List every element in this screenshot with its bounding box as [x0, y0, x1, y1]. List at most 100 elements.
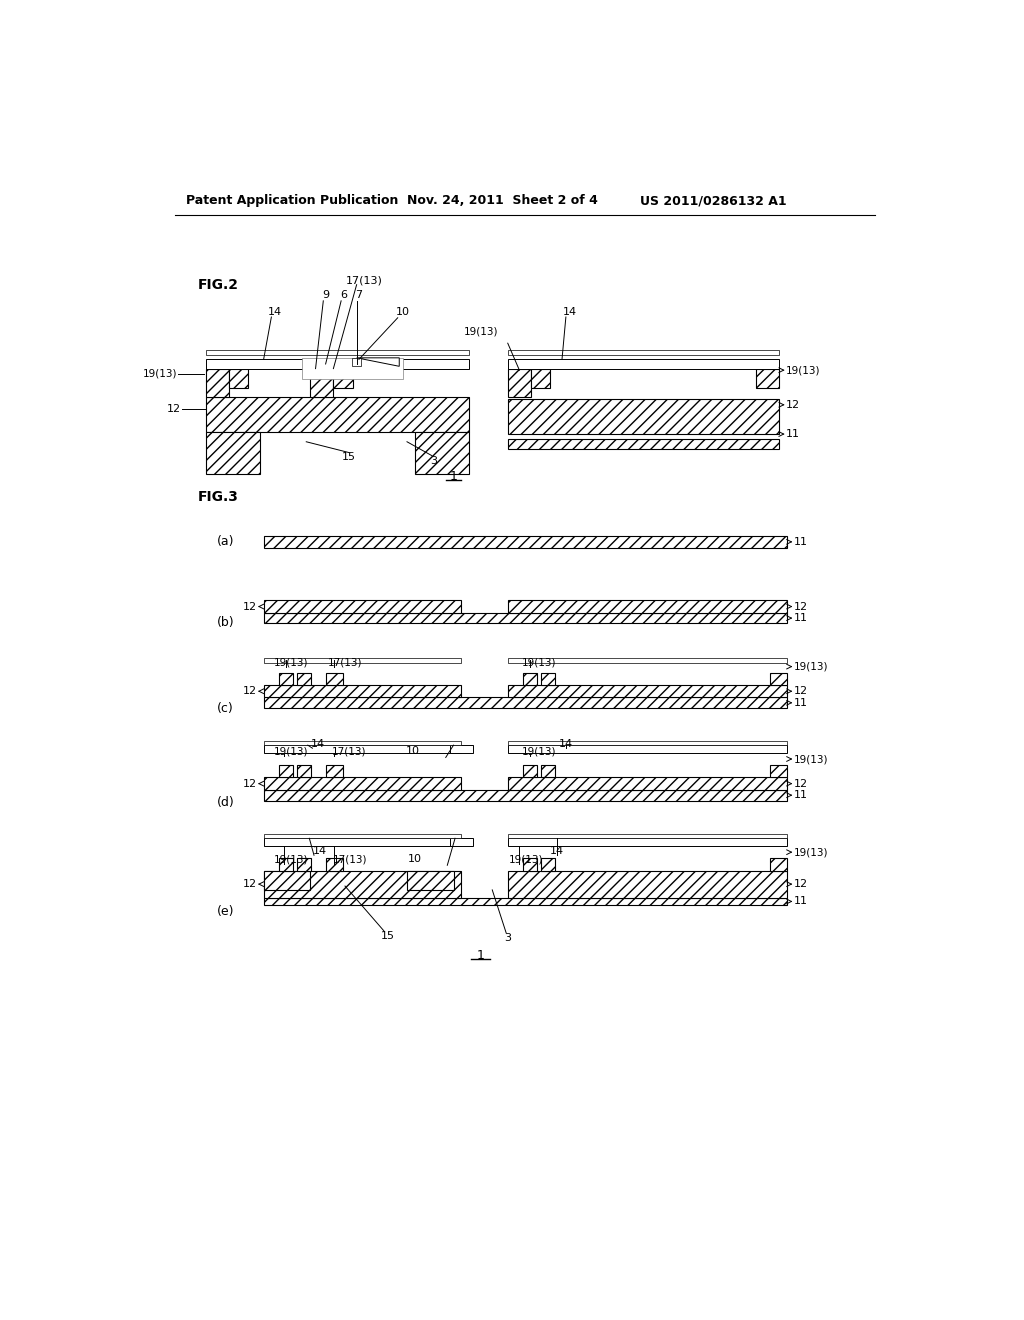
Text: 14: 14 [311, 739, 325, 748]
Text: 19(13): 19(13) [509, 854, 544, 865]
Bar [206, 350, 469, 355]
Bar [508, 871, 786, 898]
Bar [263, 744, 461, 752]
Bar [206, 368, 228, 397]
Text: 11: 11 [794, 791, 808, 800]
Bar [263, 612, 786, 623]
Text: 12: 12 [243, 686, 257, 696]
Text: 12: 12 [794, 879, 808, 890]
Text: 11: 11 [794, 698, 808, 708]
Text: 12: 12 [167, 404, 180, 413]
Bar [280, 766, 293, 777]
Bar [523, 673, 538, 685]
Text: 14: 14 [313, 846, 328, 855]
Text: (b): (b) [217, 616, 234, 630]
Text: 10: 10 [408, 854, 422, 865]
Bar [263, 871, 461, 898]
Text: 15: 15 [381, 931, 394, 941]
Text: 19(13): 19(13) [794, 847, 828, 857]
Text: 12: 12 [794, 686, 808, 696]
Bar [297, 673, 311, 685]
Bar [541, 858, 555, 871]
Bar [508, 659, 786, 663]
Text: 11: 11 [786, 429, 800, 440]
Text: 14: 14 [562, 308, 577, 317]
Bar [263, 898, 786, 906]
Text: 17(13): 17(13) [332, 746, 367, 756]
Bar [263, 685, 461, 697]
Text: 17(13): 17(13) [346, 275, 383, 285]
Bar [508, 359, 779, 368]
Bar [523, 858, 538, 871]
Text: 14: 14 [268, 308, 283, 317]
Text: 9: 9 [323, 290, 329, 301]
Text: 11: 11 [794, 537, 808, 546]
Text: 19(13): 19(13) [521, 657, 556, 668]
Text: 10: 10 [396, 308, 411, 317]
Text: 7: 7 [355, 290, 362, 301]
Bar [508, 685, 786, 697]
Bar [206, 397, 469, 432]
Bar [508, 744, 786, 752]
Bar [334, 368, 352, 388]
Text: 3: 3 [504, 933, 511, 944]
Text: Patent Application Publication: Patent Application Publication [186, 194, 398, 207]
Bar [360, 359, 469, 368]
Polygon shape [356, 358, 399, 367]
Text: 12: 12 [243, 602, 257, 611]
Text: (c): (c) [217, 702, 233, 715]
Bar [770, 673, 786, 685]
Bar [770, 766, 786, 777]
Bar [263, 659, 461, 663]
Bar [508, 834, 786, 838]
Bar [206, 359, 360, 368]
Bar [326, 673, 343, 685]
Bar [352, 358, 361, 366]
Bar [450, 744, 473, 752]
Text: 19(13): 19(13) [786, 366, 820, 375]
Bar [508, 838, 786, 846]
Text: 15: 15 [342, 453, 356, 462]
Text: (e): (e) [217, 906, 234, 917]
Bar [297, 766, 311, 777]
Text: 19(13): 19(13) [794, 661, 828, 672]
Text: 19(13): 19(13) [521, 746, 556, 756]
Text: 12: 12 [243, 879, 257, 890]
Bar [508, 400, 779, 434]
Bar [508, 350, 779, 355]
Bar [508, 742, 786, 744]
Text: 19(13): 19(13) [273, 854, 308, 865]
Bar [326, 766, 343, 777]
Text: 19(13): 19(13) [273, 657, 308, 668]
Text: 12: 12 [786, 400, 800, 409]
Text: 19(13): 19(13) [794, 754, 828, 764]
Bar [263, 789, 786, 800]
Text: 12: 12 [794, 779, 808, 788]
Bar [508, 777, 786, 789]
Text: 3: 3 [431, 455, 437, 466]
Bar [280, 673, 293, 685]
Bar [302, 358, 403, 379]
Bar [228, 368, 248, 388]
Bar [770, 858, 786, 871]
Bar [263, 777, 461, 789]
Text: 19(13): 19(13) [273, 746, 308, 756]
Bar [310, 368, 334, 397]
Text: 12: 12 [794, 602, 808, 611]
Text: 12: 12 [243, 779, 257, 788]
Text: US 2011/0286132 A1: US 2011/0286132 A1 [640, 194, 786, 207]
Text: 17(13): 17(13) [333, 854, 367, 865]
Text: 6: 6 [340, 290, 347, 301]
Text: FIG.2: FIG.2 [198, 279, 239, 293]
Bar [523, 766, 538, 777]
Text: 17(13): 17(13) [328, 657, 362, 668]
Text: FIG.3: FIG.3 [198, 490, 239, 504]
Text: 1: 1 [477, 949, 484, 962]
Bar [263, 834, 461, 838]
Bar [263, 838, 461, 846]
Bar [326, 858, 343, 871]
Bar [415, 432, 469, 474]
Bar [508, 601, 786, 612]
Bar [756, 368, 779, 388]
Text: 11: 11 [794, 612, 808, 623]
